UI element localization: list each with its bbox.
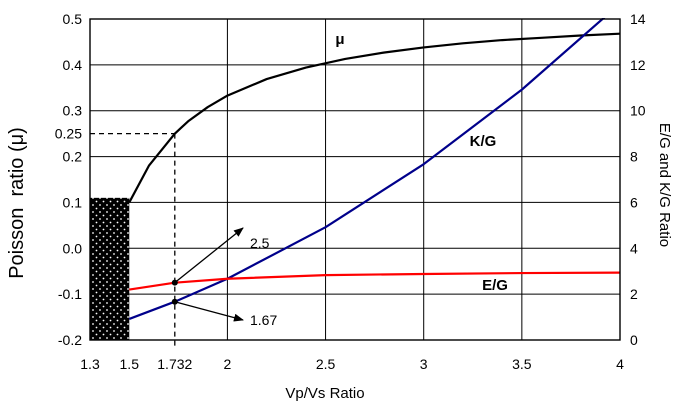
y-left-tick-label: -0.2	[58, 332, 82, 348]
plot-border	[89, 18, 621, 341]
y-left-tick-label: 0.3	[63, 103, 83, 119]
y-left-tick-label: 0.0	[63, 240, 83, 256]
y-right-tick-label: 14	[630, 11, 646, 27]
x-tick-label: 2	[224, 356, 232, 372]
series-label-kg: K/G	[470, 133, 497, 150]
x-tick-label: 3.5	[512, 356, 532, 372]
x-tick-label: 1.3	[80, 356, 100, 372]
y-left-tick-label: 0.5	[63, 11, 83, 27]
top-mask	[88, 0, 622, 18]
y-axis-left-label: Poisson ratio (μ)	[6, 127, 28, 279]
y-right-tick-label: 6	[630, 194, 638, 210]
series-label-mu: μ	[335, 31, 344, 48]
x-axis-label: Vp/Vs Ratio	[285, 385, 364, 402]
y-right-tick-label: 4	[630, 240, 638, 256]
x-tick-label: 1.5	[120, 356, 140, 372]
y-right-tick-label: 0	[630, 332, 638, 348]
y-right-tick-label: 2	[630, 286, 638, 302]
shaded-region-group	[90, 197, 130, 340]
y-left-tick-label: 0.25	[55, 126, 82, 142]
grid	[90, 19, 620, 340]
annotations	[171, 227, 244, 322]
series-line-1	[128, 2, 621, 320]
plot-frame	[88, 0, 622, 341]
y-right-tick-label: 12	[630, 57, 646, 73]
y-left-tick-label: 0.4	[63, 57, 83, 73]
annotation-arrow	[174, 227, 244, 284]
annotation-arrow	[174, 301, 244, 322]
y-left-tick-label: -0.1	[58, 286, 82, 302]
shaded-region	[90, 197, 130, 340]
y-right-tick-label: 10	[630, 103, 646, 119]
y-left-tick-label: 0.1	[63, 194, 83, 210]
series-group	[128, 2, 621, 320]
x-tick-label: 1.732	[157, 356, 192, 372]
y-right-tick-label: 8	[630, 149, 638, 165]
series-line-0	[128, 32, 621, 203]
tick-labels: 1.3 1.5 1.732 2 2.5 3 3.5 4 -0.2 -0.1 0.0 0.1 0.2 0.2…	[55, 11, 646, 372]
series-line-2	[129, 271, 621, 291]
series-label-eg: E/G	[482, 277, 508, 294]
y-left-tick-label: 0.2	[63, 149, 83, 165]
y-axis-right-label: E/G and K/G Ratio	[656, 123, 673, 247]
x-tick-label: 3	[420, 356, 428, 372]
x-tick-label: 2.5	[316, 356, 336, 372]
annotation-1-67: 1.67	[250, 312, 277, 328]
x-tick-label: 4	[616, 356, 624, 372]
annotation-2-5: 2.5	[250, 235, 270, 251]
